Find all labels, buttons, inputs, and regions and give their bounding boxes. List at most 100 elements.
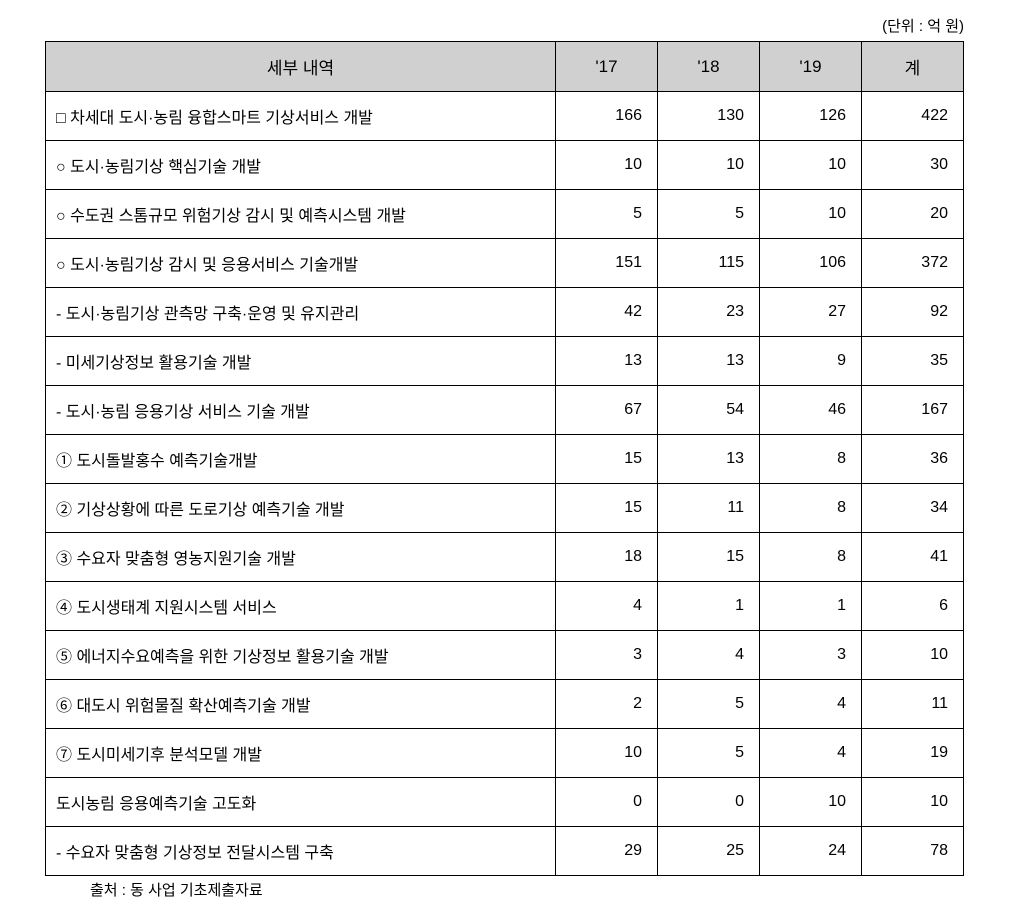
table-body: □ 차세대 도시·농림 융합스마트 기상서비스 개발166130126422○ … bbox=[46, 92, 964, 876]
row-y19: 9 bbox=[760, 337, 862, 386]
row-desc: ⑦ 도시미세기후 분석모델 개발 bbox=[46, 729, 556, 778]
table-row: ④ 도시생태계 지원시스템 서비스4116 bbox=[46, 582, 964, 631]
row-y18: 5 bbox=[658, 680, 760, 729]
row-desc: ○ 도시·농림기상 감시 및 응용서비스 기술개발 bbox=[46, 239, 556, 288]
table-row: - 도시·농림 응용기상 서비스 기술 개발675446167 bbox=[46, 386, 964, 435]
row-y18: 115 bbox=[658, 239, 760, 288]
row-desc: - 도시·농림기상 관측망 구축·운영 및 유지관리 bbox=[46, 288, 556, 337]
table-row: ⑥ 대도시 위험물질 확산예측기술 개발25411 bbox=[46, 680, 964, 729]
table-row: ② 기상상황에 따른 도로기상 예측기술 개발1511834 bbox=[46, 484, 964, 533]
table-row: ① 도시돌발홍수 예측기술개발1513836 bbox=[46, 435, 964, 484]
row-desc: - 미세기상정보 활용기술 개발 bbox=[46, 337, 556, 386]
row-desc: ○ 수도권 스톰규모 위험기상 감시 및 예측시스템 개발 bbox=[46, 190, 556, 239]
row-y17: 3 bbox=[556, 631, 658, 680]
row-y19: 8 bbox=[760, 435, 862, 484]
table-row: ○ 도시·농림기상 핵심기술 개발10101030 bbox=[46, 141, 964, 190]
table-row: - 수요자 맞춤형 기상정보 전달시스템 구축29252478 bbox=[46, 827, 964, 876]
header-y19: '19 bbox=[760, 42, 862, 92]
row-total: 10 bbox=[862, 631, 964, 680]
row-total: 167 bbox=[862, 386, 964, 435]
row-y18: 10 bbox=[658, 141, 760, 190]
row-y18: 130 bbox=[658, 92, 760, 141]
source-label: 출처 : 동 사업 기초제출자료 bbox=[45, 876, 964, 900]
row-total: 35 bbox=[862, 337, 964, 386]
row-y18: 11 bbox=[658, 484, 760, 533]
row-y17: 18 bbox=[556, 533, 658, 582]
header-y18: '18 bbox=[658, 42, 760, 92]
row-y18: 13 bbox=[658, 337, 760, 386]
row-y19: 106 bbox=[760, 239, 862, 288]
unit-label: (단위 : 억 원) bbox=[45, 15, 964, 36]
row-total: 20 bbox=[862, 190, 964, 239]
table-row: ○ 도시·농림기상 감시 및 응용서비스 기술개발151115106372 bbox=[46, 239, 964, 288]
row-desc: ① 도시돌발홍수 예측기술개발 bbox=[46, 435, 556, 484]
row-y17: 10 bbox=[556, 729, 658, 778]
row-y17: 42 bbox=[556, 288, 658, 337]
row-y17: 2 bbox=[556, 680, 658, 729]
row-y18: 5 bbox=[658, 729, 760, 778]
table-row: - 도시·농림기상 관측망 구축·운영 및 유지관리42232792 bbox=[46, 288, 964, 337]
row-y19: 10 bbox=[760, 778, 862, 827]
row-desc: ⑥ 대도시 위험물질 확산예측기술 개발 bbox=[46, 680, 556, 729]
header-y17: '17 bbox=[556, 42, 658, 92]
row-y18: 0 bbox=[658, 778, 760, 827]
table-row: 도시농림 응용예측기술 고도화001010 bbox=[46, 778, 964, 827]
row-y19: 1 bbox=[760, 582, 862, 631]
row-y17: 13 bbox=[556, 337, 658, 386]
table-row: ○ 수도권 스톰규모 위험기상 감시 및 예측시스템 개발551020 bbox=[46, 190, 964, 239]
row-y18: 23 bbox=[658, 288, 760, 337]
row-total: 78 bbox=[862, 827, 964, 876]
row-total: 36 bbox=[862, 435, 964, 484]
row-y19: 46 bbox=[760, 386, 862, 435]
row-desc: 도시농림 응용예측기술 고도화 bbox=[46, 778, 556, 827]
row-y17: 29 bbox=[556, 827, 658, 876]
row-y19: 8 bbox=[760, 533, 862, 582]
row-total: 10 bbox=[862, 778, 964, 827]
table-row: ⑦ 도시미세기후 분석모델 개발105419 bbox=[46, 729, 964, 778]
row-y19: 24 bbox=[760, 827, 862, 876]
table-row: □ 차세대 도시·농림 융합스마트 기상서비스 개발166130126422 bbox=[46, 92, 964, 141]
table-row: ③ 수요자 맞춤형 영농지원기술 개발1815841 bbox=[46, 533, 964, 582]
row-y17: 0 bbox=[556, 778, 658, 827]
budget-table: 세부 내역 '17 '18 '19 계 □ 차세대 도시·농림 융합스마트 기상… bbox=[45, 41, 964, 876]
header-total: 계 bbox=[862, 42, 964, 92]
row-y17: 5 bbox=[556, 190, 658, 239]
table-row: ⑤ 에너지수요예측을 위한 기상정보 활용기술 개발34310 bbox=[46, 631, 964, 680]
row-y18: 4 bbox=[658, 631, 760, 680]
row-y17: 67 bbox=[556, 386, 658, 435]
row-y17: 166 bbox=[556, 92, 658, 141]
row-desc: ④ 도시생태계 지원시스템 서비스 bbox=[46, 582, 556, 631]
row-total: 92 bbox=[862, 288, 964, 337]
row-y19: 10 bbox=[760, 190, 862, 239]
row-y19: 126 bbox=[760, 92, 862, 141]
row-total: 11 bbox=[862, 680, 964, 729]
table-row: - 미세기상정보 활용기술 개발1313935 bbox=[46, 337, 964, 386]
row-total: 6 bbox=[862, 582, 964, 631]
row-y17: 10 bbox=[556, 141, 658, 190]
row-y17: 151 bbox=[556, 239, 658, 288]
row-total: 34 bbox=[862, 484, 964, 533]
row-desc: ② 기상상황에 따른 도로기상 예측기술 개발 bbox=[46, 484, 556, 533]
row-desc: - 수요자 맞춤형 기상정보 전달시스템 구축 bbox=[46, 827, 556, 876]
table-header-row: 세부 내역 '17 '18 '19 계 bbox=[46, 42, 964, 92]
row-y19: 4 bbox=[760, 680, 862, 729]
row-y18: 54 bbox=[658, 386, 760, 435]
row-total: 19 bbox=[862, 729, 964, 778]
row-total: 41 bbox=[862, 533, 964, 582]
row-y18: 25 bbox=[658, 827, 760, 876]
row-y18: 15 bbox=[658, 533, 760, 582]
row-total: 30 bbox=[862, 141, 964, 190]
row-total: 422 bbox=[862, 92, 964, 141]
row-y19: 10 bbox=[760, 141, 862, 190]
row-y19: 3 bbox=[760, 631, 862, 680]
row-y17: 15 bbox=[556, 484, 658, 533]
row-y18: 5 bbox=[658, 190, 760, 239]
row-y18: 13 bbox=[658, 435, 760, 484]
header-desc: 세부 내역 bbox=[46, 42, 556, 92]
row-y17: 4 bbox=[556, 582, 658, 631]
row-desc: ○ 도시·농림기상 핵심기술 개발 bbox=[46, 141, 556, 190]
row-desc: □ 차세대 도시·농림 융합스마트 기상서비스 개발 bbox=[46, 92, 556, 141]
row-desc: ⑤ 에너지수요예측을 위한 기상정보 활용기술 개발 bbox=[46, 631, 556, 680]
row-desc: - 도시·농림 응용기상 서비스 기술 개발 bbox=[46, 386, 556, 435]
row-desc: ③ 수요자 맞춤형 영농지원기술 개발 bbox=[46, 533, 556, 582]
